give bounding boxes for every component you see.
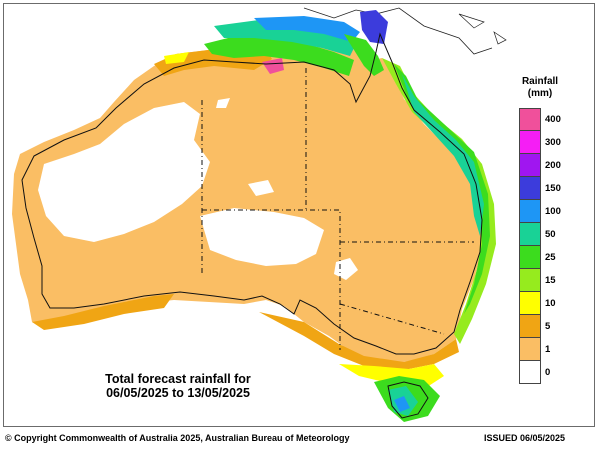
legend-item: 400	[519, 108, 579, 131]
legend-swatch	[519, 269, 541, 292]
legend-swatch	[519, 292, 541, 315]
legend-item: 1	[519, 338, 579, 361]
zone-10-15mm-nw	[164, 52, 189, 64]
rainfall-map	[12, 7, 507, 422]
legend-label: 100	[545, 206, 561, 217]
zone-5-10mm-se	[259, 312, 459, 370]
legend-item: 5	[519, 315, 579, 338]
zone-5-10mm-south	[32, 294, 174, 330]
legend-swatch	[519, 315, 541, 338]
legend-label: 400	[545, 114, 561, 125]
legend-item: 25	[519, 246, 579, 269]
legend-label: 25	[545, 252, 556, 263]
legend-title-line-1: Rainfall	[521, 76, 559, 87]
zone-tasmania-blue	[394, 396, 410, 412]
legend-swatch	[519, 200, 541, 223]
legend-label: 0	[545, 367, 551, 378]
zone-top-end-pink	[262, 58, 284, 74]
legend-swatch	[519, 154, 541, 177]
map-frame	[3, 3, 595, 427]
zone-0mm-small	[216, 98, 274, 196]
copyright-text: © Copyright Commonwealth of Australia 20…	[5, 433, 350, 443]
island-outline	[458, 13, 507, 45]
issued-date: ISSUED 06/05/2025	[483, 433, 565, 443]
zone-50-100mm-east	[402, 74, 484, 236]
png-coastline	[303, 7, 493, 55]
legend-label: 1	[545, 344, 551, 355]
map-caption: Total forecast rainfall for 06/05/2025 t…	[78, 372, 278, 400]
zone-0mm-central	[200, 208, 324, 266]
caption-line-2: 06/05/2025 to 13/05/2025	[106, 386, 250, 400]
legend-item: 300	[519, 131, 579, 154]
legend-label: 300	[545, 137, 561, 148]
legend-label: 200	[545, 160, 561, 171]
legend-swatch	[519, 361, 541, 384]
legend-label: 10	[545, 298, 556, 309]
zone-0mm-west	[38, 102, 210, 242]
zone-cape-150mm	[360, 10, 388, 44]
australia-coastline	[21, 32, 483, 355]
legend-item: 0	[519, 361, 579, 384]
legend-label: 15	[545, 275, 556, 286]
legend-item: 200	[519, 154, 579, 177]
legend-label: 50	[545, 229, 556, 240]
legend-swatch	[519, 223, 541, 246]
zone-cape-100mm	[254, 16, 360, 42]
legend-item: 50	[519, 223, 579, 246]
legend-swatch	[519, 338, 541, 361]
caption-line-1: Total forecast rainfall for	[105, 372, 251, 386]
legend-item: 150	[519, 177, 579, 200]
state-borders	[201, 68, 474, 350]
zone-cape-green	[344, 34, 384, 76]
legend-title: Rainfall (mm)	[512, 76, 568, 100]
legend-swatch	[519, 131, 541, 154]
legend-title-line-2: (mm)	[527, 88, 553, 99]
rainfall-legend: 400 300 200 150 100 50 25 15 10 5 1 0	[519, 108, 579, 384]
legend-item: 100	[519, 200, 579, 223]
legend-swatch	[519, 177, 541, 200]
legend-label: 5	[545, 321, 551, 332]
legend-swatch	[519, 108, 541, 131]
legend-swatch	[519, 246, 541, 269]
tasmania-coastline	[387, 381, 429, 419]
legend-label: 150	[545, 183, 561, 194]
footer: © Copyright Commonwealth of Australia 20…	[5, 433, 591, 445]
legend-item: 10	[519, 292, 579, 315]
legend-item: 15	[519, 269, 579, 292]
zone-0mm-lake	[334, 258, 358, 280]
